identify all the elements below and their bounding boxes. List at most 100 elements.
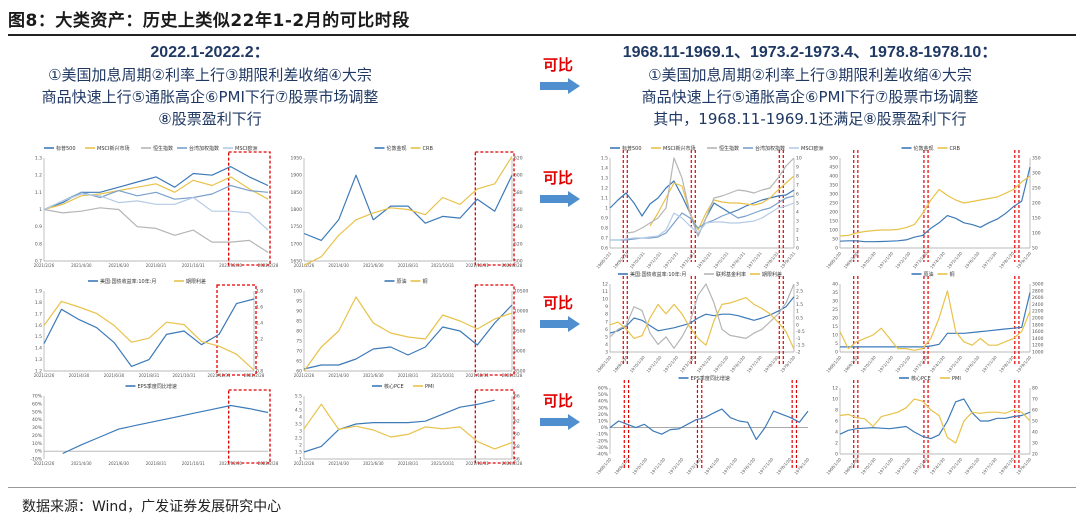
chart-canvas: 0.6 0.7 0.8 0.9 1 1.1 1.2 1.3 1.4 1.5 0 1 2 3 4 5 6 7 8 9 10… — [595, 145, 823, 270]
y2-tick-label: 62 — [514, 419, 520, 425]
x-tick-label: 2022/2/28 — [502, 263, 523, 268]
footer-divider — [8, 487, 1076, 488]
y2-tick-label: 50 — [1032, 419, 1038, 425]
x-tick-label: 2021/10/31 — [182, 461, 206, 466]
x-tick-label: 2021/12/31 — [466, 461, 490, 466]
x-tick-label: 1974/1/30 — [696, 354, 713, 373]
y2-tick-label: 500 — [514, 259, 523, 265]
x-tick-label: 1972/1/30 — [894, 250, 911, 269]
highlight-box — [474, 389, 515, 464]
y-tick-label: 1.5 — [35, 334, 42, 340]
chart-canvas: 1650 1700 1750 1800 1850 1900 1950 500 520 540 560… — [291, 145, 523, 268]
y-tick-label: -30% — [596, 445, 608, 451]
legend-label: 恒生指数 — [719, 145, 739, 152]
y-tick-label: 3.5 — [295, 422, 302, 428]
legend-label: 联邦基金利率 — [716, 271, 746, 278]
chart-canvas: 11.522.533.544.555.5 56 58 60 62 64 66 2021/2/2… — [294, 383, 523, 466]
y2-tick-label: 20 — [1032, 452, 1038, 458]
legend-label: 核心PCE — [911, 375, 931, 382]
x-tick-label: 1976/1/30 — [963, 250, 980, 269]
title-divider — [8, 34, 1076, 36]
y2-tick-label: 1 — [256, 353, 259, 359]
chart-gold-crb-1968-1979: 0 50 100 150 200 250 300 350 400 450 500 50 100 150 20… — [818, 142, 1050, 270]
y-tick-label: 25 — [832, 307, 838, 313]
source-note: 数据来源：Wind，广发证券发展研究中心 — [22, 499, 282, 515]
series-line — [609, 297, 795, 350]
x-tick-label: 1973/1/31 — [679, 250, 696, 269]
y-tick-label: -40% — [596, 452, 608, 458]
y2-tick-label: 6 — [796, 192, 799, 198]
chart-canvas: 60 65 70 75 80 85 90 95 100 8500 9000 9500 10000 1050… — [293, 278, 528, 378]
y-tick-label: 12 — [832, 386, 838, 392]
right-arrow-icon — [540, 191, 580, 207]
series-line — [303, 399, 495, 453]
y2-tick-label: 1.4 — [256, 321, 263, 327]
y2-tick-label: 100 — [1032, 231, 1041, 237]
x-tick-label: 1978/1/30 — [775, 456, 792, 475]
x-tick-label: 2021/2/26 — [34, 373, 55, 378]
y-tick-label: 15 — [832, 324, 838, 330]
legend-label: MSCI新兴市场 — [663, 145, 695, 152]
y-tick-label: 400 — [829, 174, 838, 180]
y-tick-label: 85 — [296, 319, 302, 325]
x-tick-label: 1968/1/30 — [825, 354, 842, 373]
y-tick-label: 1.3 — [35, 156, 42, 162]
chart-canvas: 1.2 1.3 1.4 1.5 1.6 1.7 1.8 1.9 0.8 1 1.2 1.4 1.6 1.8… — [34, 278, 265, 378]
y-tick-label: 60% — [598, 386, 609, 392]
x-tick-label: 2021/4/30 — [69, 373, 90, 378]
x-tick-label: 1974/1/30 — [929, 250, 946, 269]
x-tick-label: 2021/4/30 — [328, 461, 349, 466]
y-tick-label: 300 — [829, 192, 838, 198]
chart-eps-2021: -10% 0% 10% 20% 30% 40% 50% 60% 70% 2021/2/26 2021… — [22, 380, 278, 468]
x-tick-label: 1976/1/30 — [963, 456, 980, 475]
series-line — [609, 408, 809, 441]
series-line — [839, 398, 1031, 444]
chart-canvas: 0 50 100 150 200 250 300 350 400 450 500 50 100 150 20… — [825, 145, 1041, 270]
y-tick-label: 95 — [296, 299, 302, 305]
y2-tick-label: 50 — [1032, 246, 1038, 252]
x-tick-label: 1970/1/30 — [860, 354, 877, 373]
x-tick-label: 1970/1/30 — [629, 354, 646, 373]
x-tick-label: 1971/1/30 — [877, 456, 894, 475]
legend-label: 美国:国债收益率:10年:月 — [630, 271, 686, 278]
y-tick-label: 50% — [32, 409, 43, 415]
x-tick-label: 1977/1/30 — [981, 250, 998, 269]
y2-tick-label: 250 — [1032, 186, 1041, 192]
y-tick-label: 4 — [299, 415, 302, 421]
series-line — [43, 298, 255, 367]
y2-tick-label: 1400 — [1032, 336, 1044, 342]
y2-tick-label: 600 — [514, 173, 523, 179]
y-tick-label: 250 — [829, 201, 838, 207]
summary-line: ⑧股票盈利下行 — [158, 110, 262, 128]
x-tick-label: 1973/1/30 — [679, 354, 696, 373]
x-tick-label: 1972/1/30 — [662, 354, 679, 373]
legend-label: PMI — [425, 384, 434, 390]
y2-tick-label: 2.5 — [796, 288, 803, 294]
y-tick-label: 1700 — [291, 241, 303, 247]
y2-tick-label: 10500 — [514, 289, 528, 295]
x-tick-label: 1971/1/31 — [645, 250, 662, 269]
series-line — [43, 300, 255, 371]
summary-line: 商品快速上行⑤通胀高企⑥PMI下行⑦股票市场调整 — [41, 88, 379, 106]
y-tick-label: 1 — [39, 207, 42, 213]
legend-label: MSCI欧洲 — [235, 145, 257, 152]
y2-tick-label: 5 — [796, 201, 799, 207]
series-line — [839, 398, 1031, 440]
x-tick-label: 1972/1/30 — [894, 354, 911, 373]
x-tick-label: 2021/6/30 — [108, 263, 129, 268]
y-tick-label: 10 — [832, 397, 838, 403]
y2-tick-label: 580 — [514, 190, 523, 196]
y-tick-label: 1.7 — [35, 311, 42, 317]
x-tick-label: 1977/1/30 — [981, 354, 998, 373]
y-tick-label: 5.5 — [295, 394, 302, 400]
x-tick-label: 1971/1/30 — [877, 250, 894, 269]
highlight-box — [228, 389, 271, 464]
y-tick-label: 100 — [293, 289, 302, 295]
y-tick-label: 1.9 — [35, 289, 42, 295]
y2-tick-label: 8500 — [514, 369, 526, 375]
y-tick-label: 4 — [835, 430, 838, 436]
chart-oil-copper-1968-1979: 0 5 10 15 20 25 30 35 40 1000 1200 1400 1600 1800 2000… — [818, 268, 1050, 374]
x-tick-label: 1978/1/30 — [998, 456, 1015, 475]
y-tick-label: 4.5 — [295, 408, 302, 414]
y-tick-label: 60 — [296, 369, 302, 375]
